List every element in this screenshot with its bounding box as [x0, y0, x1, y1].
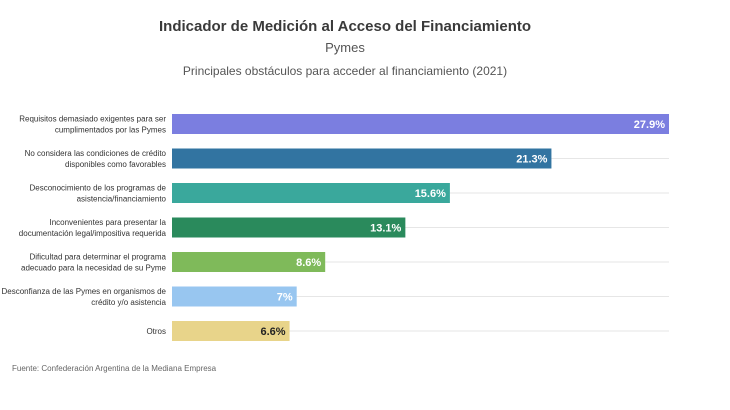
category-label: cumplimentados por las Pymes [55, 126, 166, 135]
source-note: Fuente: Confederación Argentina de la Me… [12, 364, 217, 373]
chart-title: Indicador de Medición al Acceso del Fina… [158, 18, 532, 35]
bar [172, 148, 552, 169]
bar [172, 183, 450, 203]
category-label: disponibles como favorables [65, 160, 166, 169]
category-label: crédito y/o asistencia [91, 298, 166, 307]
category-label: Desconocimiento de los programas de [29, 184, 166, 193]
category-label: asistencia/financiamiento [77, 195, 167, 204]
category-label: No considera las condiciones de crédito [25, 149, 167, 158]
bar [172, 321, 290, 341]
category-label: Requisitos demasiado exigentes para ser [19, 115, 166, 124]
data-label: 6.6% [260, 326, 285, 338]
category-label: Dificultad para determinar el programa [29, 253, 166, 262]
bar [172, 252, 326, 272]
data-label: 7% [277, 292, 293, 304]
chart-description: Principales obstáculos para acceder al f… [182, 64, 508, 78]
bar [172, 286, 297, 307]
data-label: 27.9% [634, 119, 665, 131]
bar [172, 217, 406, 238]
category-label: Desconfianza de las Pymes en organismos … [1, 287, 166, 296]
data-label: 13.1% [370, 223, 401, 235]
category-label: Otros [146, 327, 166, 336]
data-label: 8.6% [296, 257, 321, 269]
category-label: Inconvenientes para presentar la [49, 218, 166, 227]
bar [172, 114, 669, 134]
data-label: 15.6% [415, 188, 446, 200]
category-label: documentación legal/impositiva requerida [19, 229, 167, 238]
chart-subtitle: Pymes [325, 40, 365, 55]
data-label: 21.3% [516, 154, 547, 166]
category-label: adecuado para la necesidad de su Pyme [21, 264, 167, 273]
